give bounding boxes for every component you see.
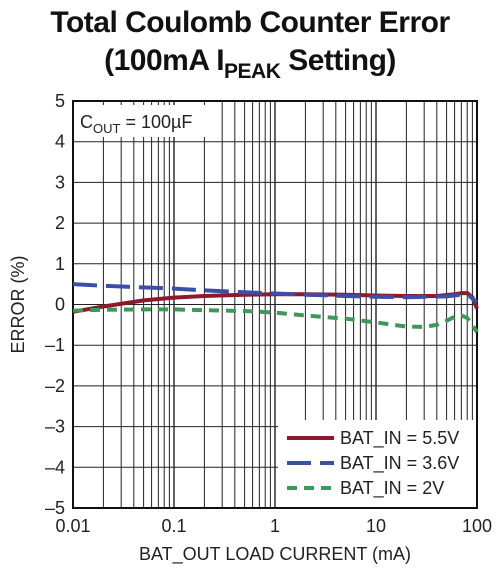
- annotation-background: [75, 105, 205, 137]
- y-tick-label: –3: [45, 417, 65, 437]
- legend: BAT_IN = 5.5V BAT_IN = 3.6V BAT_IN = 2V: [287, 428, 459, 499]
- y-tick-label: 3: [55, 172, 65, 192]
- y-tick-label: 5: [55, 91, 65, 111]
- chart-title-line-1: Total Coulomb Counter Error: [50, 6, 450, 39]
- x-axis-label: BAT_OUT LOAD CURRENT (mA): [139, 544, 411, 565]
- x-tick-label: 10: [366, 516, 386, 536]
- y-tick-label: –5: [45, 498, 65, 518]
- legend-label: BAT_IN = 3.6V: [340, 453, 459, 474]
- x-tick-label: 0.1: [161, 516, 186, 536]
- y-tick-label: –4: [45, 457, 65, 477]
- title-line-2-prefix: (100mA I: [104, 44, 225, 77]
- x-tick-label: 100: [462, 516, 492, 536]
- y-tick-label: –2: [45, 376, 65, 396]
- series-line: [72, 282, 479, 305]
- title-peak-subscript: PEAK: [224, 60, 281, 83]
- y-tick-label: 4: [55, 132, 65, 152]
- x-tick-label: 1: [270, 516, 280, 536]
- series-line: [72, 307, 479, 334]
- y-tick-label: 2: [55, 213, 65, 233]
- x-tick-label: 0.01: [55, 516, 90, 536]
- cout-annotation: COUT = 100µF: [80, 112, 192, 136]
- y-axis-label: ERROR (%): [8, 256, 28, 354]
- y-tick-label: 1: [55, 254, 65, 274]
- title-line-2-suffix: Setting): [280, 44, 396, 77]
- series-lines: [72, 282, 479, 334]
- annotation-subscript: OUT: [93, 121, 121, 136]
- y-tick-label: 0: [55, 295, 65, 315]
- y-tick-label: –1: [45, 335, 65, 355]
- annotation-prefix: C: [80, 112, 93, 132]
- legend-label: BAT_IN = 2V: [340, 478, 444, 499]
- annotation-suffix: = 100µF: [120, 112, 192, 132]
- chart-title-line-2: (100mA IPEAK Setting): [0, 44, 500, 83]
- legend-label: BAT_IN = 5.5V: [340, 428, 459, 449]
